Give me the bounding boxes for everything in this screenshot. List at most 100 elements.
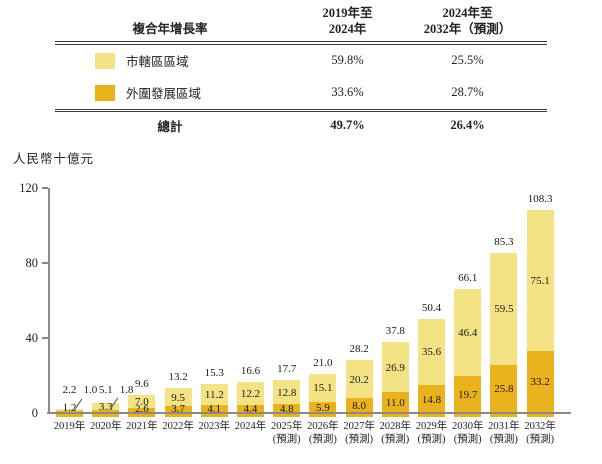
x-axis-line: [47, 412, 571, 414]
x-axis-label: 2019年: [39, 421, 101, 434]
bar-segment-outer-region: [164, 406, 192, 417]
bar-value-label-outer: 19.7: [458, 389, 478, 402]
bar-segment-urban-region: [237, 381, 264, 405]
x-axis-label: 2025年 (預測): [256, 421, 318, 446]
bar-segment-outer-region: [490, 364, 518, 417]
bar-value-label-urban: 7.0: [135, 396, 149, 409]
period1-line1: 2019年至: [322, 6, 373, 20]
bar-value-label-urban: 3.3: [98, 401, 113, 414]
x-axis-year: 2028年: [379, 421, 412, 432]
bar-value-label-outer: 8.0: [352, 400, 366, 412]
table-row-outer: 外圍發展區域 33.6% 28.7%: [55, 77, 547, 109]
x-axis-year: 2022年: [162, 421, 194, 432]
x-axis-label: 2028年 (預測): [364, 421, 426, 446]
bar-total-label: 5.1: [98, 383, 113, 396]
bar-segment-outer-region: [56, 411, 83, 417]
bar-total-label: 50.4: [421, 301, 442, 314]
total-cagr-2024-2032: 26.4%: [450, 118, 485, 133]
urban-cagr-2024-2032: 25.5%: [451, 53, 484, 68]
stacked-bar-chart: 0 40 80 120 1.2 1.0 2.2 2019年 3.3 1.8 5.1 2020年 7.0 2…: [19, 181, 576, 445]
bar-value-label-urban: 15.1: [313, 382, 333, 395]
x-axis-label: 2030年 (預測): [437, 421, 499, 446]
bar-total-label: 16.6: [240, 364, 261, 377]
bar-value-label-urban: 75.1: [530, 274, 550, 287]
bar-segment-urban-region: [92, 403, 120, 410]
bar-segment-outer-region: [200, 405, 228, 417]
x-axis-year: 2019年: [53, 421, 86, 432]
y-axis-tick: [42, 187, 48, 189]
bar-segment-urban-region: [273, 380, 301, 404]
bar-value-label-outer-callout: 1.0: [83, 384, 98, 396]
row-label-urban: 市轄區區域: [126, 55, 189, 70]
bar-value-label-urban: 9.5: [171, 391, 185, 404]
period2-line1: 2024年至: [442, 6, 493, 20]
x-axis-forecast-tag: (預測): [417, 433, 446, 445]
x-axis-year: 2024年: [234, 421, 267, 432]
bar-value-label-urban: 1.2: [62, 401, 77, 414]
table-rule-total: [55, 108, 547, 113]
bar-value-label-urban: 59.5: [494, 303, 514, 316]
bar-segment-urban-region: [526, 209, 554, 351]
x-axis-year: 2023年: [198, 421, 231, 432]
bar-segment-urban-region: [56, 408, 83, 412]
legend-swatch-outer: [95, 84, 115, 101]
bar-total-label: 28.2: [349, 343, 369, 356]
y-axis-tick-label: 0: [31, 406, 38, 420]
outer-cagr-2024-2032: 28.7%: [451, 85, 484, 100]
bar-value-label-urban: 35.6: [421, 346, 442, 359]
bar-value-label-urban: 12.2: [240, 387, 261, 400]
outer-cagr-2019-2024: 33.6%: [331, 85, 364, 100]
bar-value-label-urban: 11.2: [204, 389, 224, 402]
x-axis-label: 2031年 (預測): [473, 421, 535, 446]
bar-value-label-outer: 5.9: [316, 401, 330, 414]
x-axis-label: 2023年: [183, 421, 245, 434]
total-label: 總計: [157, 120, 183, 135]
x-axis-forecast-tag: (預測): [526, 433, 555, 445]
bar-value-label-outer: 33.2: [530, 376, 550, 389]
bar-total-label: 108.3: [527, 192, 553, 205]
bar-segment-urban-region: [381, 341, 409, 393]
y-axis-tick: [42, 337, 48, 339]
bar-value-label-urban: 26.9: [385, 361, 405, 374]
bar-value-label-outer: 25.8: [494, 383, 514, 396]
bar-segment-urban-region: [200, 384, 228, 406]
x-axis-label: 2029年 (預測): [401, 421, 463, 446]
x-axis-year: 2021年: [126, 421, 158, 432]
table-row-total: 總計 49.7% 26.4%: [55, 112, 547, 139]
bar-value-label-outer-callout: 1.8: [119, 383, 134, 396]
x-axis-label: 2020年: [75, 421, 137, 434]
bar-value-label-outer: 3.7: [171, 402, 185, 415]
x-axis-year: 2026年: [307, 421, 339, 432]
y-axis-tick: [42, 262, 48, 264]
x-axis-label: 2022年: [147, 421, 209, 434]
bar-value-label-urban: 12.8: [277, 386, 297, 399]
x-axis-forecast-tag: (預測): [345, 433, 374, 445]
x-axis-forecast-tag: (預測): [453, 433, 482, 445]
bar-value-label-outer: 4.1: [207, 402, 222, 415]
bar-value-label-outer: 11.0: [385, 397, 405, 410]
cagr-header-period-2: 2024年至 2032年（預測）: [410, 6, 525, 41]
bar-value-label-urban: 20.2: [349, 373, 369, 386]
bar-segment-outer-region: [454, 376, 482, 417]
y-axis-tick-label: 40: [25, 331, 39, 345]
x-axis-forecast-tag: (預測): [381, 433, 410, 445]
table-row-urban: 市轄區區域 59.8% 25.5%: [55, 45, 547, 77]
bar-total-label: 2.2: [62, 384, 77, 396]
x-axis-year: 2020年: [89, 421, 122, 432]
bar-segment-urban-region: [345, 360, 373, 398]
urban-cagr-2019-2024: 59.8%: [331, 53, 364, 68]
bar-value-label-outer: 14.8: [421, 393, 442, 406]
x-axis-forecast-tag: (預測): [272, 433, 301, 445]
bar-segment-urban-region: [128, 395, 156, 409]
bar-segment-urban-region: [454, 289, 482, 377]
bar-segment-outer-region: [418, 385, 445, 417]
x-axis-year: 2025年: [270, 421, 303, 432]
x-axis-year: 2029年: [415, 421, 448, 432]
bar-value-label-outer: 4.8: [279, 402, 294, 415]
bar-total-label: 15.3: [204, 367, 224, 380]
bar-value-label-urban: 46.4: [458, 327, 478, 340]
y-axis-tick-label: 120: [19, 181, 38, 195]
legend-swatch-urban: [95, 52, 115, 69]
x-axis-label: 2032年 (預測): [509, 421, 571, 446]
